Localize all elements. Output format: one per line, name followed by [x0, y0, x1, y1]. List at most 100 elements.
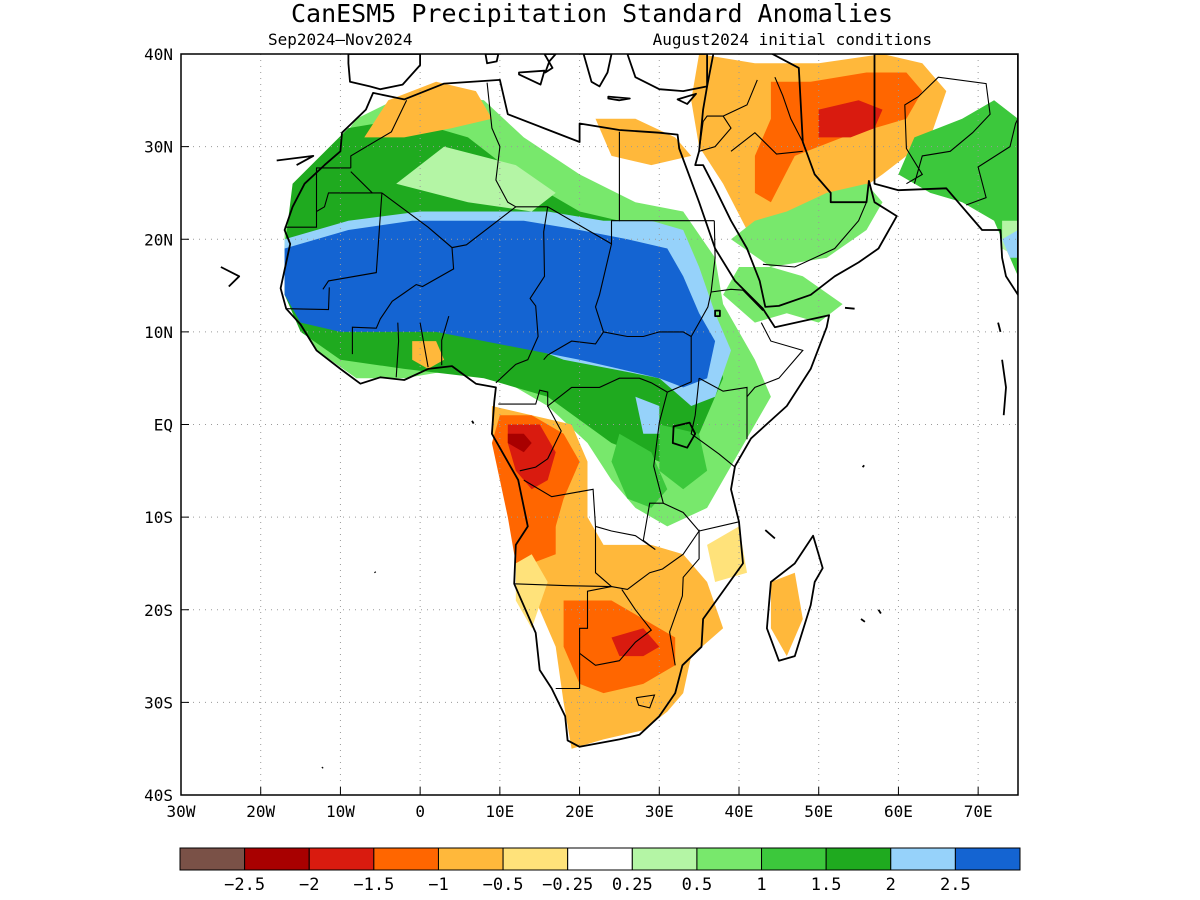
- period-subtitle: Sep2024–Nov2024: [268, 30, 413, 49]
- y-tick-label: 30S: [144, 693, 173, 712]
- coastline-sardinia: [484, 54, 500, 65]
- lake-tana: [714, 309, 721, 318]
- map-area: [181, 54, 1070, 795]
- anomaly-region-26: [898, 100, 1018, 277]
- anomaly-region-24: [723, 267, 843, 323]
- border-niger-chad-nigeria: [495, 206, 549, 384]
- anomaly-region-9: [595, 118, 692, 166]
- border-libya-chad-sudan-egypt: [515, 131, 620, 245]
- y-tick-label: 40S: [144, 786, 173, 805]
- island-st-helena: [374, 571, 377, 574]
- coastline-sri_lanka: [1054, 334, 1070, 369]
- coastline-africa: [279, 79, 830, 748]
- border-benin-nigeria: [441, 315, 450, 366]
- border-mauritania-mali: [322, 192, 383, 290]
- x-tick-label: 70E: [964, 802, 993, 821]
- island-maldives: [1001, 359, 1007, 416]
- anomaly-region-17: [507, 433, 532, 453]
- x-tick-label: 0: [415, 802, 425, 821]
- island-reunion: [860, 618, 866, 623]
- border-morocco-algeria: [350, 100, 408, 168]
- y-tick-label: EQ: [154, 416, 173, 435]
- island-mauritius: [877, 609, 882, 614]
- colorbar-label: 0.5: [682, 875, 713, 895]
- colorbar-swatch: [179, 847, 246, 871]
- x-tick-label: 20W: [246, 802, 275, 821]
- colorbar-label: −2: [299, 875, 319, 895]
- coastline-asia: [873, 54, 1018, 296]
- colorbar-label: −1.5: [353, 875, 394, 895]
- island-cape-verde: [220, 266, 241, 288]
- anomaly-region-22: [707, 526, 747, 582]
- init-conditions-subtitle: August2024 initial conditions: [653, 30, 932, 49]
- colorbar-label: 1: [756, 875, 766, 895]
- border-iraq-syria: [722, 79, 758, 117]
- y-tick-label: 10N: [144, 323, 173, 342]
- border-zambia-zim-moz: [611, 529, 700, 666]
- anomaly-region-12: [818, 100, 883, 138]
- island-lakshadweep: [997, 322, 1002, 333]
- border-saudi-yemen-oman: [762, 201, 868, 268]
- anomaly-region-5: [635, 396, 660, 434]
- x-tick-label: 20E: [565, 802, 594, 821]
- x-tick-label: 30E: [645, 802, 674, 821]
- coastline-cyprus: [676, 92, 697, 105]
- border-niger-mali-bf: [351, 247, 455, 355]
- y-tick-label: 30N: [144, 138, 173, 157]
- colorbar-label: 2.5: [940, 875, 971, 895]
- border-ethiopia-somalia: [746, 322, 804, 398]
- border-pakistan-india: [966, 118, 1018, 206]
- border-algeria-tunisia-libya: [486, 82, 517, 208]
- border-lesotho: [635, 694, 656, 709]
- border-iran-afghan-pak: [904, 76, 991, 185]
- coastline-anatolia: [626, 54, 708, 92]
- latitude-axis: 40N 30N 20N 10N EQ 10S 20S 30S 40S: [144, 45, 189, 805]
- border-arabia-interior: [730, 131, 803, 155]
- coastline-madagascar: [766, 534, 824, 662]
- colorbar-label: −0.25: [542, 875, 593, 895]
- x-tick-label: 10E: [485, 802, 514, 821]
- border-senegal-guinea: [286, 287, 330, 311]
- border-iraq-iran: [774, 76, 804, 143]
- border-angola-zambia-namibia: [555, 526, 613, 690]
- colorbar-label: 2: [886, 875, 896, 895]
- island-seychelles: [861, 464, 865, 468]
- colorbar-swatch: [567, 847, 633, 871]
- border-cote-ghana: [395, 322, 400, 378]
- anomaly-region-18: [531, 517, 556, 564]
- border-sudan-ethiopia: [690, 220, 716, 337]
- border-jordan-israel: [698, 115, 732, 152]
- coastline-arabia: [694, 54, 898, 308]
- anomaly-region-28: [1002, 230, 1018, 258]
- country-borders: [284, 76, 1018, 709]
- anomaly-region-8: [364, 81, 492, 138]
- x-tick-label: 40E: [725, 802, 754, 821]
- coastline-europe: [347, 54, 422, 91]
- border-eritrea-ethiopia: [711, 288, 764, 311]
- y-tick-label: 20N: [144, 230, 173, 249]
- colorbar-label: −0.5: [483, 875, 524, 895]
- border-drc-east: [523, 391, 668, 550]
- coastline-italy: [543, 54, 557, 74]
- island-sao-tome: [471, 420, 475, 425]
- lake-victoria: [671, 421, 697, 449]
- map-title: CanESM5 Precipitation Standard Anomalies: [291, 0, 893, 28]
- coastline-greece: [582, 54, 613, 88]
- colorbar-swatch: [244, 847, 310, 871]
- border-tanzania-south: [663, 502, 740, 532]
- y-tick-label: 10S: [144, 508, 173, 527]
- island-comoros: [764, 529, 776, 540]
- y-tick-label: 40N: [144, 45, 173, 64]
- colorbar-swatch: [308, 847, 375, 871]
- x-tick-label: 50E: [804, 802, 833, 821]
- y-tick-label: 20S: [144, 601, 173, 620]
- colorbar-label: −1: [428, 875, 448, 895]
- colorbar-swatch: [761, 847, 827, 871]
- colorbar-swatch: [502, 847, 569, 871]
- x-tick-label: 10W: [326, 802, 355, 821]
- border-mauritania-north: [316, 171, 382, 212]
- border-congo-rep: [519, 405, 562, 472]
- border-botswana: [579, 589, 653, 666]
- island-socotra: [844, 306, 855, 310]
